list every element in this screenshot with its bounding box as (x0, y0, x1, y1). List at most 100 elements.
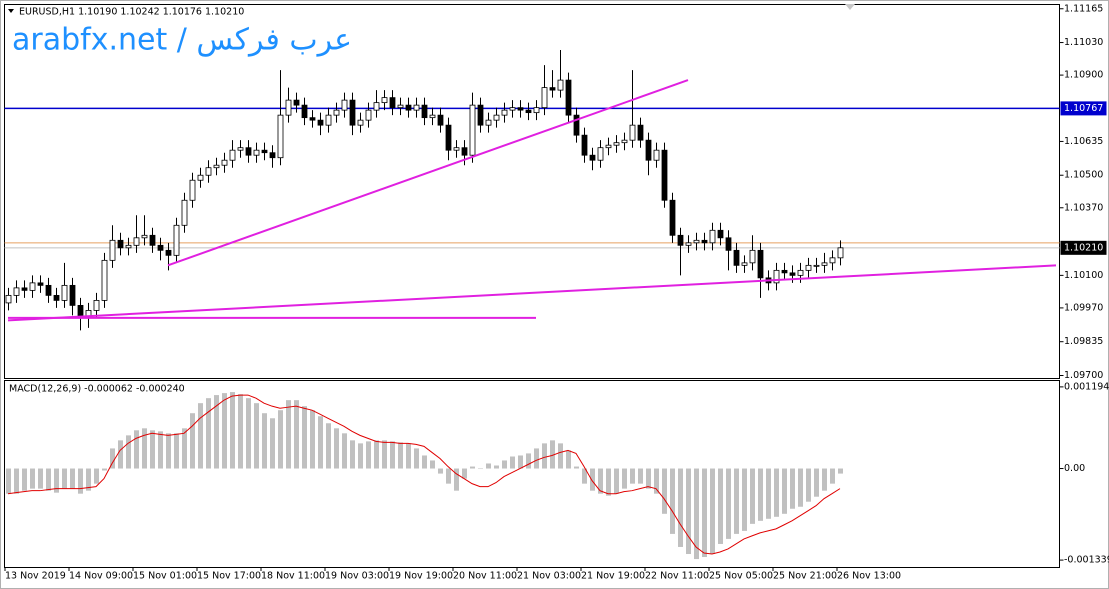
macd-bar (702, 468, 707, 558)
y-tick-label: 1.10500 (1064, 170, 1103, 181)
macd-bar (70, 468, 75, 489)
macd-bar (206, 398, 211, 469)
macd-y-tick-label: 0.00 (1064, 463, 1085, 474)
candle-body (301, 104, 308, 119)
trendline (7, 264, 1057, 322)
macd-bar (342, 433, 347, 469)
level-label-box (1060, 101, 1107, 116)
macd-bar (462, 468, 467, 479)
macd-bar (734, 468, 739, 534)
macd-bar (742, 468, 747, 531)
candle-body (61, 284, 68, 301)
macd-bar (158, 431, 163, 469)
candle-body (133, 237, 140, 246)
candle-body (5, 294, 12, 304)
macd-panel (4, 380, 1060, 568)
macd-bar (302, 406, 307, 469)
candle-body (541, 87, 548, 109)
macd-bar (558, 443, 563, 469)
x-tick-label: 25 Nov 21:00 (773, 571, 837, 582)
candle-body (501, 109, 508, 116)
macd-bar (574, 466, 579, 469)
macd-bar (750, 468, 755, 524)
macd-bar (86, 468, 91, 491)
macd-bar (446, 468, 451, 484)
macd-bar (678, 468, 683, 547)
macd-bar (830, 468, 835, 484)
candle-body (733, 249, 740, 266)
macd-bar (406, 443, 411, 469)
macd-bar (366, 441, 371, 469)
candle-body (629, 124, 636, 141)
candle-body (29, 282, 36, 291)
candle-body (757, 249, 764, 279)
macd-bar (350, 440, 355, 469)
candle-body (53, 294, 60, 301)
candle-body (589, 154, 596, 161)
candle-body (781, 269, 788, 274)
candle-body (125, 244, 132, 249)
candle-body (773, 269, 780, 284)
candle-body (677, 234, 684, 246)
macd-bar (6, 468, 11, 494)
candle-body (597, 147, 604, 161)
macd-bar (390, 441, 395, 469)
candle-body (357, 119, 364, 126)
candle-body (581, 134, 588, 156)
macd-bar (334, 428, 339, 469)
macd-bar (638, 468, 643, 484)
level-label: 1.10767 (1064, 103, 1103, 114)
candle-body (325, 114, 332, 126)
candle-body (453, 147, 460, 151)
macd-bar (294, 400, 299, 469)
candle-body (637, 124, 644, 141)
macd-bar (542, 443, 547, 469)
candle-body (157, 244, 164, 251)
macd-bar (606, 468, 611, 496)
candle-body (661, 149, 668, 201)
candle-body (685, 242, 692, 246)
macd-bar (582, 468, 587, 484)
candle-body (309, 117, 316, 121)
candle-body (253, 149, 260, 156)
macd-bar (54, 468, 59, 493)
candle-body (509, 107, 516, 111)
y-tick-label: 1.10635 (1064, 136, 1103, 147)
macd-bar (118, 440, 123, 469)
macd-bar (262, 413, 267, 469)
macd-bar (254, 403, 259, 469)
macd-bar (222, 393, 227, 469)
macd-bar (430, 460, 435, 469)
candle-body (333, 109, 340, 116)
macd-bar (646, 468, 651, 489)
candle-body (477, 104, 484, 126)
candle-body (205, 167, 212, 176)
candle-body (181, 199, 188, 226)
macd-bar (134, 430, 139, 469)
macd-bar (726, 468, 731, 539)
candle-body (653, 149, 660, 161)
macd-bar (654, 468, 659, 494)
macd-y-tick-label: 0.001194 (1064, 381, 1109, 392)
candle-body (93, 299, 100, 311)
x-tick-label: 20 Nov 11:00 (453, 571, 517, 582)
macd-bar (550, 440, 555, 469)
candle-body (701, 239, 708, 244)
candle-body (141, 234, 148, 239)
macd-bar (78, 468, 83, 494)
macd-bar (822, 468, 827, 491)
candle-body (221, 159, 228, 166)
candle-body (669, 199, 676, 236)
y-tick-label: 1.11030 (1064, 37, 1103, 48)
candle-body (45, 284, 52, 296)
x-tick-label: 19 Nov 03:00 (325, 571, 389, 582)
candle-body (245, 147, 252, 156)
macd-bar (790, 468, 795, 509)
candle-body (189, 179, 196, 201)
candle-body (429, 114, 436, 119)
macd-bar (798, 468, 803, 507)
candle-body (317, 119, 324, 126)
candle-body (573, 114, 580, 136)
macd-bar (246, 398, 251, 469)
